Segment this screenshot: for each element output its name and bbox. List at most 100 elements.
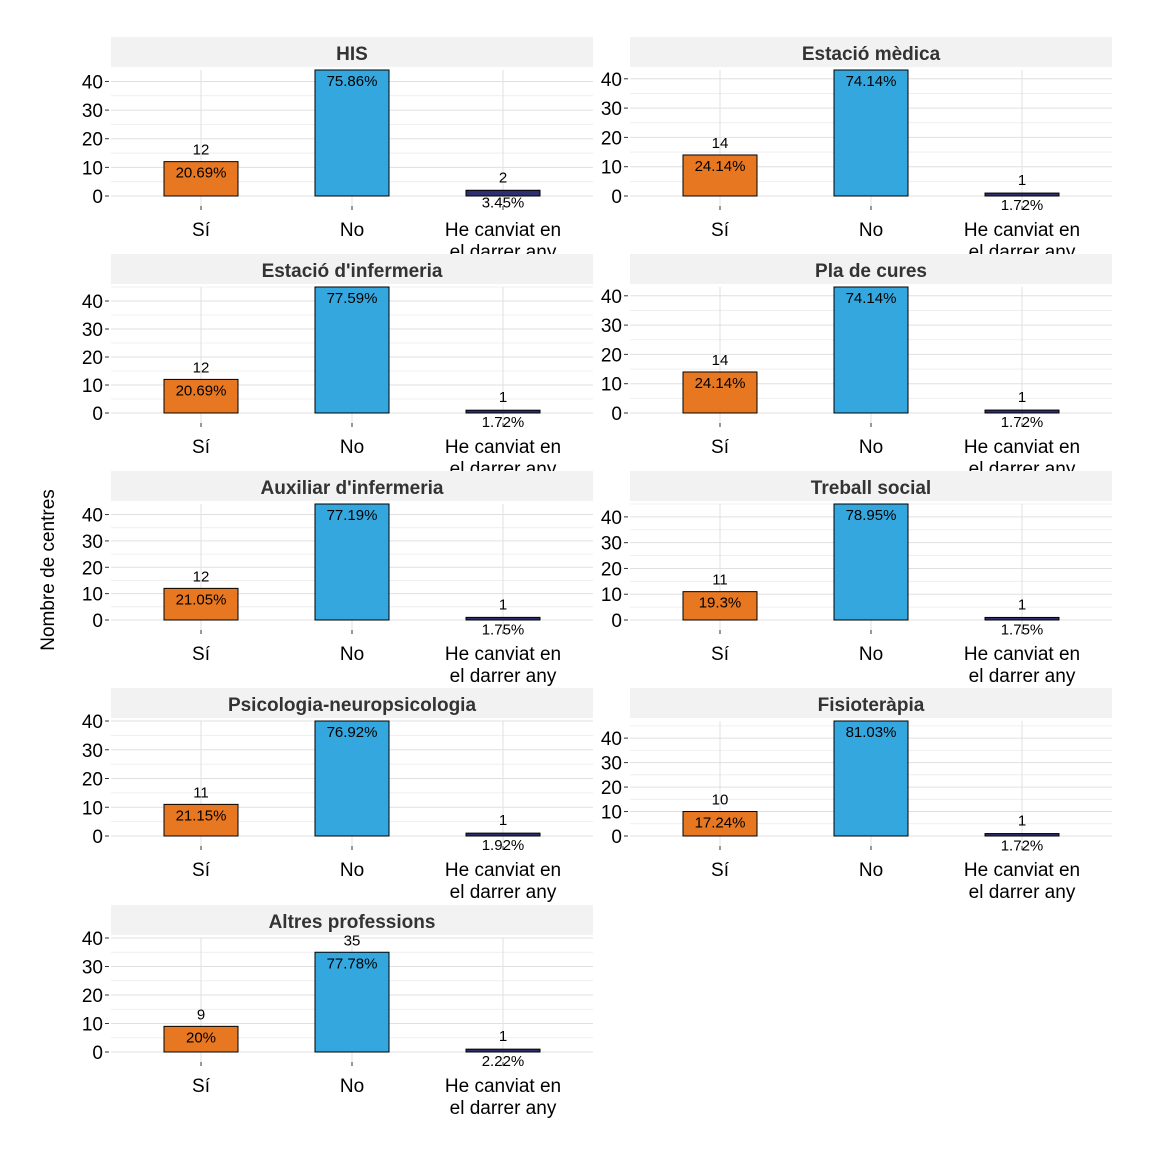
percent-label: 17.24%: [695, 815, 746, 832]
x-tick-label: No: [859, 860, 883, 881]
x-tick-label: Sí: [192, 220, 211, 241]
percent-label: 78.95%: [846, 507, 897, 524]
percent-label: 24.14%: [695, 375, 746, 392]
y-tick-label: 20: [601, 778, 622, 799]
percent-label: 1.75%: [482, 621, 525, 638]
panel-title: Treball social: [811, 478, 931, 499]
percent-label: 3.45%: [482, 194, 525, 211]
count-label: 12: [193, 142, 210, 159]
percent-label: 76.92%: [327, 724, 378, 741]
y-tick-label: 0: [611, 611, 622, 632]
x-tick-label: He canviat en: [445, 644, 561, 665]
bar: [163, 1025, 239, 1053]
y-tick-label: 0: [611, 827, 622, 848]
y-tick-label: 40: [82, 712, 103, 733]
y-tick-label: 20: [601, 559, 622, 580]
x-tick-label: He canviat en: [445, 860, 561, 881]
x-tick-label: el darrer any: [450, 1098, 557, 1119]
bar: [833, 69, 909, 197]
y-tick-label: 10: [82, 798, 103, 819]
percent-label: 1.75%: [1001, 621, 1044, 638]
bar: [163, 161, 239, 197]
bar: [314, 503, 390, 621]
x-tick-label: No: [340, 437, 364, 458]
count-label: 14: [712, 352, 729, 369]
panel-strip: [630, 37, 1112, 67]
count-label: 1: [1018, 172, 1026, 189]
x-tick-label: Sí: [192, 644, 211, 665]
count-label: 1: [499, 389, 507, 406]
panel-strip: [111, 905, 593, 935]
panel-title: Pla de cures: [815, 261, 927, 282]
y-tick-label: 30: [82, 101, 103, 122]
bar: [163, 587, 239, 621]
x-tick-label: Sí: [192, 1076, 211, 1097]
y-tick-label: 20: [601, 345, 622, 366]
y-tick-label: 40: [82, 72, 103, 93]
panel-strip: [111, 254, 593, 284]
x-tick-label: el darrer any: [450, 666, 557, 687]
percent-label: 24.14%: [695, 158, 746, 175]
y-tick-label: 10: [601, 585, 622, 606]
y-axis-label: Nombre de centres: [38, 489, 59, 651]
x-tick-label: Sí: [192, 860, 211, 881]
y-tick-label: 10: [601, 803, 622, 824]
y-tick-label: 20: [82, 770, 103, 791]
bar: [465, 189, 541, 197]
x-tick-label: He canviat en: [445, 220, 561, 241]
y-tick-label: 30: [601, 99, 622, 120]
y-tick-label: 40: [82, 292, 103, 313]
bar: [465, 832, 541, 837]
count-label: 12: [193, 359, 210, 376]
x-tick-label: Sí: [192, 437, 211, 458]
y-tick-label: 0: [92, 827, 103, 848]
percent-label: 21.05%: [176, 591, 227, 608]
y-tick-label: 0: [611, 187, 622, 208]
x-tick-label: Sí: [711, 437, 730, 458]
y-tick-label: 0: [611, 404, 622, 425]
bar: [314, 69, 390, 197]
panel-strip: [630, 688, 1112, 718]
percent-label: 1.72%: [1001, 197, 1044, 214]
bar: [465, 409, 541, 414]
count-label: 12: [193, 568, 210, 585]
bar: [984, 833, 1060, 837]
x-tick-label: No: [340, 644, 364, 665]
percent-label: 20.69%: [176, 382, 227, 399]
count-label: 9: [197, 1006, 205, 1023]
y-tick-label: 20: [82, 130, 103, 151]
count-label: 1: [1018, 389, 1026, 406]
bar: [465, 616, 541, 621]
x-tick-label: el darrer any: [969, 882, 1076, 903]
y-tick-label: 20: [601, 128, 622, 149]
x-tick-label: Sí: [711, 220, 730, 241]
bar: [984, 616, 1060, 621]
percent-label: 20.69%: [176, 165, 227, 182]
count-label: 10: [712, 792, 729, 809]
count-label: 2: [499, 169, 507, 186]
panel-title: Estació d'infermeria: [262, 261, 443, 282]
panel-title: Altres professions: [269, 912, 436, 933]
y-tick-label: 0: [92, 187, 103, 208]
y-tick-label: 10: [82, 376, 103, 397]
x-tick-label: No: [340, 860, 364, 881]
percent-label: 74.14%: [846, 290, 897, 307]
bar: [314, 951, 390, 1053]
count-label: 14: [712, 135, 729, 152]
y-tick-label: 40: [601, 70, 622, 91]
count-label: 1: [1018, 596, 1026, 613]
bar: [833, 503, 909, 621]
bar: [465, 1048, 541, 1053]
percent-label: 74.14%: [846, 73, 897, 90]
y-tick-label: 40: [601, 729, 622, 750]
percent-label: 19.3%: [699, 595, 742, 612]
y-tick-label: 10: [82, 1015, 103, 1036]
x-tick-label: He canviat en: [964, 860, 1080, 881]
x-tick-label: el darrer any: [450, 882, 557, 903]
bar: [833, 286, 909, 414]
bar: [314, 720, 390, 837]
y-tick-label: 30: [82, 741, 103, 762]
x-tick-label: He canviat en: [964, 220, 1080, 241]
bar: [833, 720, 909, 837]
